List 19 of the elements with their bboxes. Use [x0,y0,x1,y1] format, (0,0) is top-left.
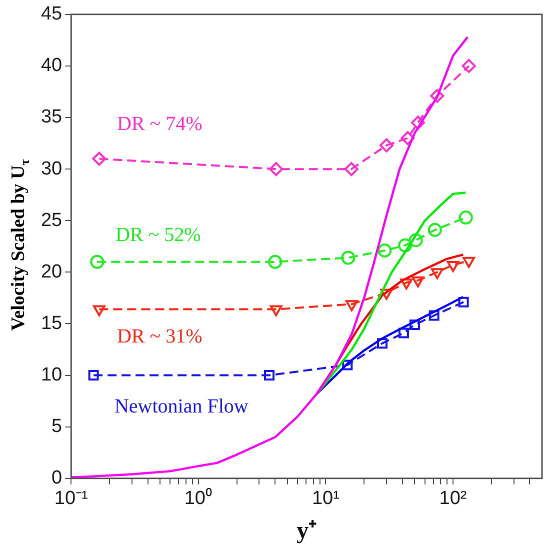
y-tick-label: 10 [40,364,62,386]
series-label: DR ~ 31% [116,326,202,348]
y-tick-label: 5 [52,416,62,438]
y-tick-label: 0 [52,468,62,489]
y-tick-label: 45 [40,4,62,25]
x-tick-label: 10⁰ [184,487,212,510]
y-tick-label: 30 [40,158,62,180]
series-label: Newtonian Flow [114,396,249,418]
y-tick-label: 15 [40,312,62,334]
x-tick-label: 10¹ [312,488,340,510]
series-label: DR ~ 74% [116,113,202,136]
y-tick-label: 35 [40,106,62,128]
y-tick-label: 40 [40,55,62,76]
x-tick-label: 10² [439,488,467,510]
series-label: DR ~ 52% [115,224,201,246]
y-tick-label: 20 [40,261,62,282]
y-tick-label: 25 [40,210,62,231]
x-axis-title: y⁺ [296,518,317,544]
x-tick-label: 10⁻¹ [54,488,88,510]
